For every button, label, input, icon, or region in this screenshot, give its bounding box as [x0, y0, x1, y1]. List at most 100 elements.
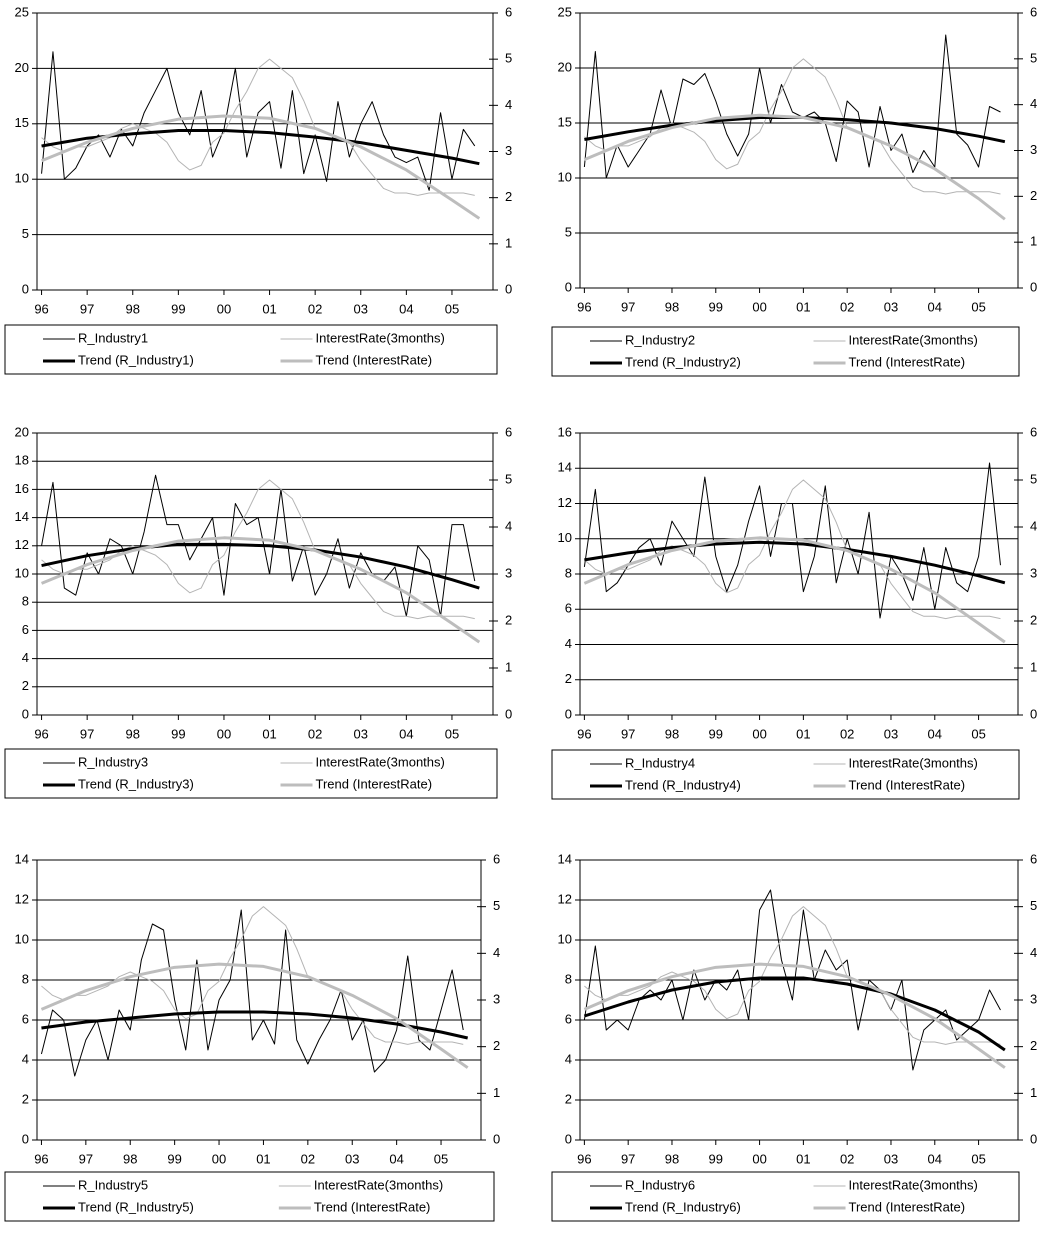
y-tick-label: 20	[558, 59, 572, 74]
y2-tick-label: 2	[505, 189, 512, 204]
x-tick-label: 04	[389, 1151, 403, 1166]
y2-tick-label: 0	[505, 706, 512, 721]
y2-tick-label: 5	[1030, 471, 1037, 486]
y2-tick-label: 2	[505, 612, 512, 627]
y-tick-label: 0	[565, 706, 572, 721]
series-line	[40, 962, 469, 1069]
series-line	[41, 51, 476, 191]
series-line	[40, 114, 481, 220]
x-tick-label: 98	[665, 1151, 679, 1166]
legend-box	[4, 324, 498, 375]
x-tick-label: 99	[167, 1151, 181, 1166]
x-tick-label: 01	[256, 1151, 270, 1166]
y2-tick-label: 0	[493, 1131, 500, 1146]
y2-tick-label: 3	[1030, 565, 1037, 580]
y-tick-label: 16	[15, 481, 29, 496]
y2-tick-label: 2	[1030, 1038, 1037, 1053]
x-tick-label: 04	[928, 1151, 942, 1166]
x-tick-label: 97	[621, 726, 635, 741]
y-tick-label: 8	[565, 971, 572, 986]
series-line	[583, 962, 1006, 1069]
x-tick-label: 00	[752, 1151, 766, 1166]
y2-tick-label: 1	[1030, 659, 1037, 674]
x-tick-label: 98	[665, 726, 679, 741]
legend-label: Trend (InterestRate)	[316, 776, 433, 791]
legend-label: Trend (R_Industry5)	[78, 1199, 194, 1214]
x-tick-label: 98	[126, 726, 140, 741]
y2-tick-label: 4	[1030, 518, 1037, 533]
y-tick-label: 0	[22, 281, 29, 296]
y2-tick-label: 6	[505, 4, 512, 19]
legend-label: R_Industry3	[78, 754, 148, 769]
y-tick-label: 6	[22, 1011, 29, 1026]
x-tick-label: 05	[445, 726, 459, 741]
y2-tick-label: 1	[493, 1085, 500, 1100]
x-tick-label: 99	[709, 1151, 723, 1166]
x-tick-label: 00	[217, 726, 231, 741]
y-tick-label: 2	[22, 678, 29, 693]
x-tick-label: 96	[34, 301, 48, 316]
legend-label: InterestRate(3months)	[849, 755, 978, 770]
x-tick-label: 97	[79, 1151, 93, 1166]
x-tick-label: 00	[752, 726, 766, 741]
y-tick-label: 10	[558, 931, 572, 946]
legend-label: Trend (InterestRate)	[849, 354, 966, 369]
x-tick-label: 97	[80, 726, 94, 741]
y-tick-label: 12	[15, 891, 29, 906]
x-tick-label: 05	[971, 726, 985, 741]
y-tick-label: 12	[15, 537, 29, 552]
y2-tick-label: 1	[505, 235, 512, 250]
x-tick-label: 97	[621, 1151, 635, 1166]
legend-label: Trend (R_Industry4)	[625, 777, 741, 792]
y-tick-label: 5	[22, 226, 29, 241]
y-tick-label: 10	[558, 530, 572, 545]
y-tick-label: 25	[15, 4, 29, 19]
legend-label: Trend (InterestRate)	[314, 1199, 431, 1214]
y2-tick-label: 5	[505, 51, 512, 66]
y2-tick-label: 5	[1030, 898, 1037, 913]
y2-tick-label: 6	[493, 851, 500, 866]
y2-tick-label: 0	[1030, 279, 1037, 294]
x-tick-label: 99	[171, 726, 185, 741]
y2-tick-label: 4	[1030, 96, 1037, 111]
y2-tick-label: 6	[1030, 424, 1037, 439]
y2-tick-label: 6	[505, 424, 512, 439]
x-tick-label: 00	[212, 1151, 226, 1166]
y-tick-label: 20	[15, 424, 29, 439]
series-line	[583, 536, 1006, 644]
y-tick-label: 10	[15, 171, 29, 186]
y-tick-label: 0	[565, 279, 572, 294]
y-tick-label: 8	[22, 594, 29, 609]
series-line	[583, 113, 1006, 221]
y2-tick-label: 6	[1030, 4, 1037, 19]
x-tick-label: 01	[796, 299, 810, 314]
y2-tick-label: 5	[505, 471, 512, 486]
x-tick-label: 02	[840, 1151, 854, 1166]
x-tick-label: 02	[308, 301, 322, 316]
y-tick-label: 0	[22, 1131, 29, 1146]
legend-box	[551, 749, 1020, 800]
y-tick-label: 6	[22, 622, 29, 637]
y-tick-label: 14	[558, 460, 572, 475]
legend-label: R_Industry1	[78, 330, 148, 345]
y2-tick-label: 0	[1030, 1131, 1037, 1146]
y2-tick-label: 5	[493, 898, 500, 913]
y-tick-label: 15	[15, 115, 29, 130]
y-tick-label: 10	[15, 565, 29, 580]
y-tick-label: 5	[565, 224, 572, 239]
x-tick-label: 05	[971, 299, 985, 314]
y2-tick-label: 2	[1030, 612, 1037, 627]
x-tick-label: 99	[709, 726, 723, 741]
series-line	[41, 58, 475, 196]
y-tick-label: 4	[565, 1051, 572, 1066]
x-tick-label: 98	[665, 299, 679, 314]
legend-label: Trend (InterestRate)	[849, 777, 966, 792]
x-tick-label: 02	[840, 726, 854, 741]
y-tick-label: 16	[558, 424, 572, 439]
legend-box	[4, 1171, 495, 1222]
x-tick-label: 02	[301, 1151, 315, 1166]
y-tick-label: 12	[558, 891, 572, 906]
y2-tick-label: 6	[1030, 851, 1037, 866]
y-tick-label: 0	[22, 706, 29, 721]
